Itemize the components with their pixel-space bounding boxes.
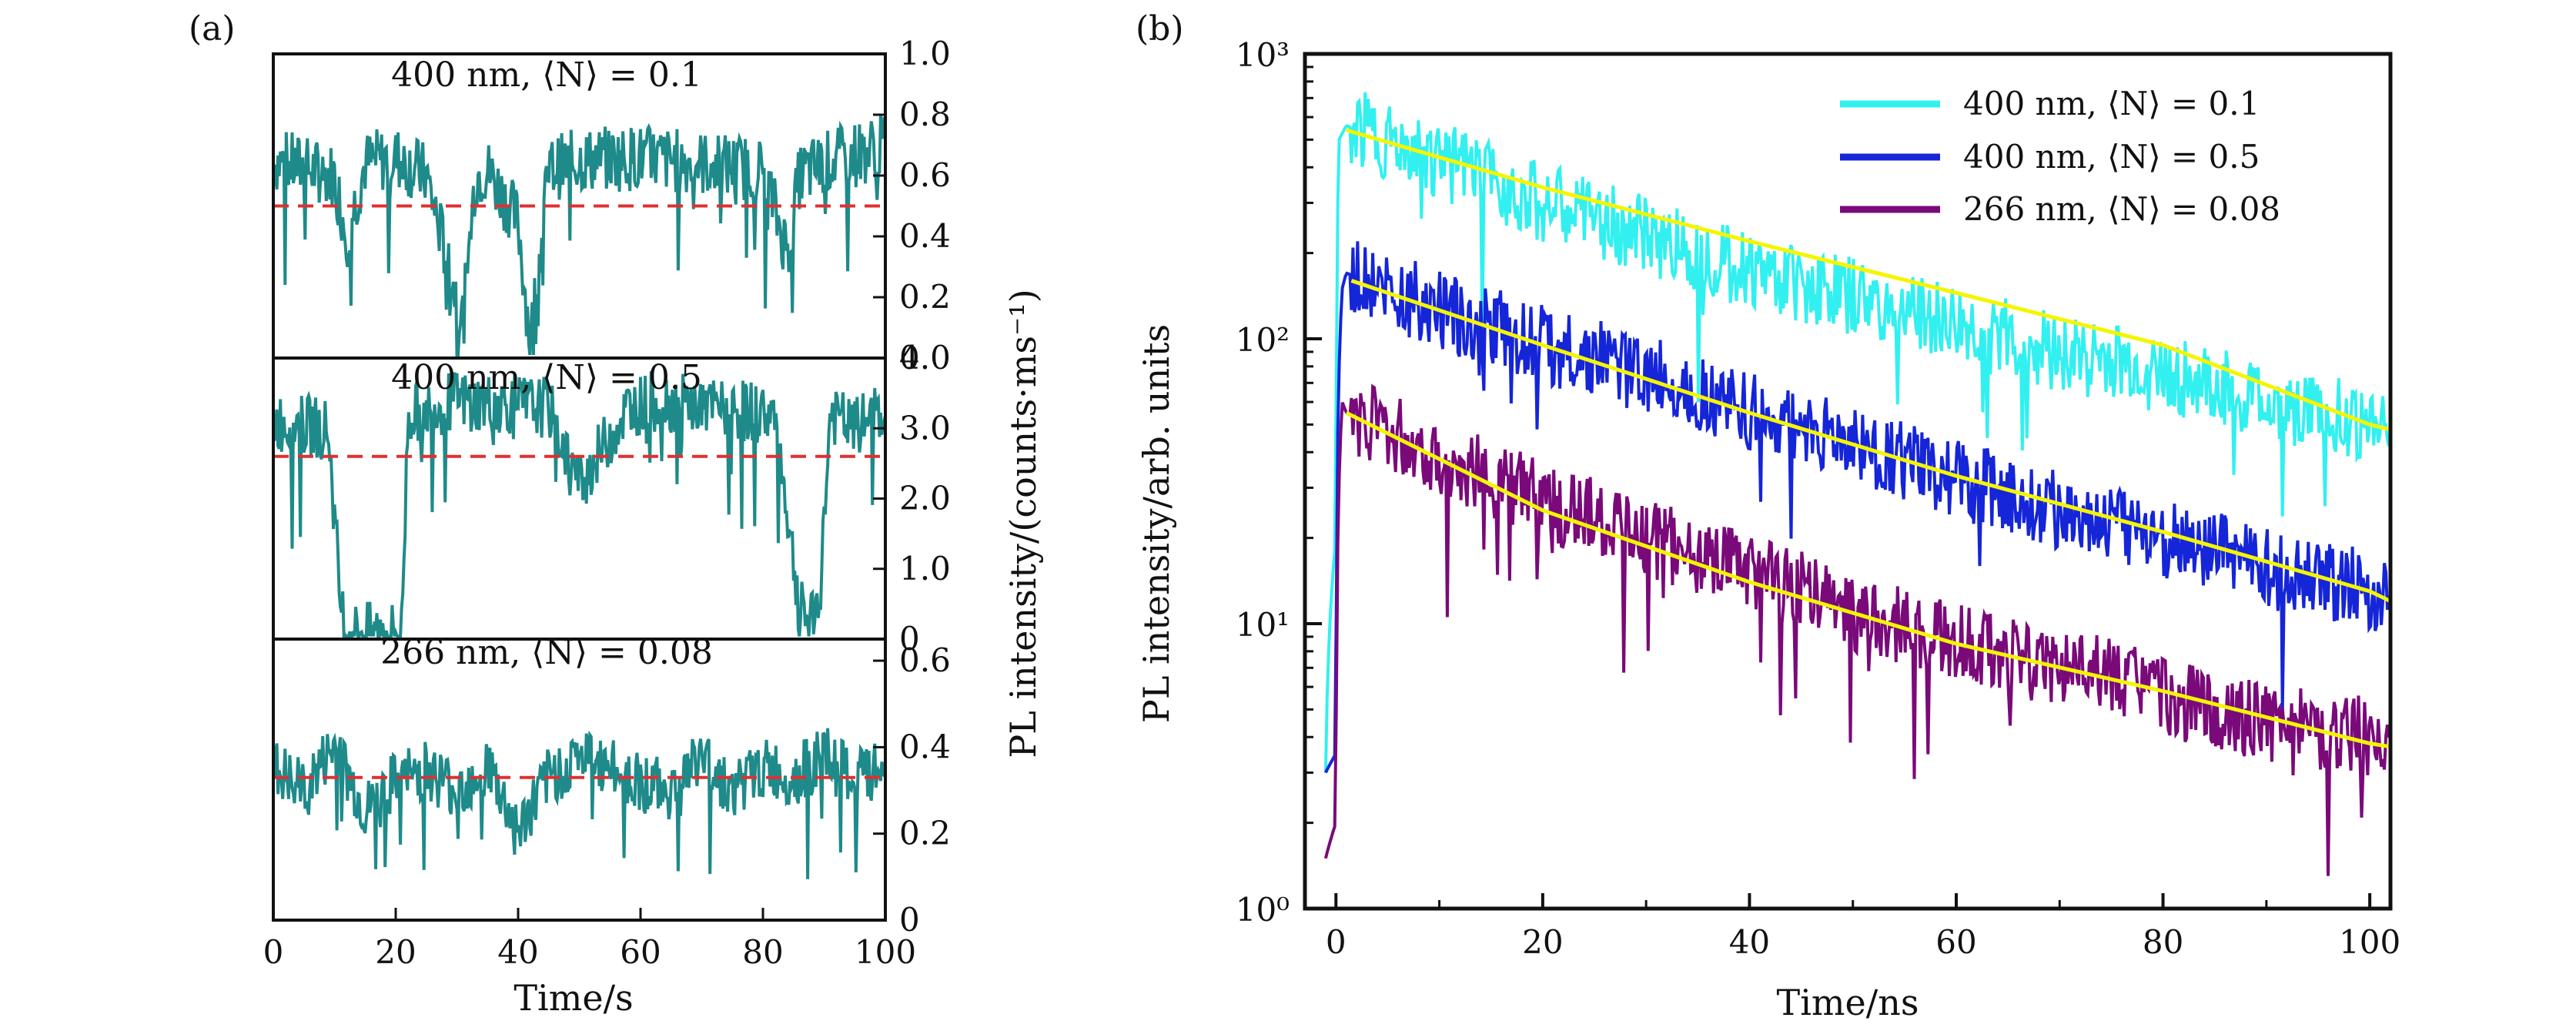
x-tick-label: 0 <box>1326 923 1347 961</box>
x-tick-label: 40 <box>1729 923 1770 961</box>
y-axis-label-b: PL intensity/arb. units <box>1136 324 1177 723</box>
decay-trace <box>1323 383 2392 876</box>
legend: 400 nm, ⟨N⟩ = 0.1 400 nm, ⟨N⟩ = 0.5 266 … <box>1840 85 2280 228</box>
legend-label: 400 nm, ⟨N⟩ = 0.5 <box>1963 138 2260 176</box>
subplot-a-2: 400 nm, ⟨N⟩ = 0.5 0 1.0 2.0 3.0 4.0 <box>272 339 951 658</box>
x-tick-label: 80 <box>742 933 783 971</box>
x-axis-label-b: Time/ns <box>1777 982 1919 1023</box>
fit-curve <box>1350 279 2392 603</box>
subplot-a-1: 400 nm, ⟨N⟩ = 0.1 0 0.2 0.4 0.6 0.8 1.0 <box>272 35 951 377</box>
subplot-a-3: 266 nm, ⟨N⟩ = 0.08 00.20.40.6 <box>272 633 951 939</box>
x-tick-label: 20 <box>1522 923 1563 961</box>
plot-frame-a <box>272 52 887 922</box>
y-tick-label: 0.2 <box>899 815 951 852</box>
x-tick-label: 100 <box>2339 923 2400 961</box>
y-tick-label: 10⁰ <box>1236 891 1290 929</box>
x-tick-label: 60 <box>1935 923 1976 961</box>
decay-trace <box>1323 92 2392 773</box>
intensity-trace <box>272 114 887 357</box>
x-tick-label: 20 <box>375 933 416 971</box>
plot-frame-b <box>1303 52 2393 911</box>
y-tick-label: 0 <box>899 901 920 939</box>
panel-a-label: (a) <box>189 9 236 49</box>
intensity-trace <box>272 728 887 879</box>
panel-b: 0 20 40 60 80 100 10⁰ 10¹ 10² 10³ 400 nm, ⟨N⟩ = 0… <box>1136 36 2400 1023</box>
y-tick-label: 0.6 <box>899 156 951 194</box>
x-tick-label: 40 <box>497 933 538 971</box>
legend-entry: 400 nm, ⟨N⟩ = 0.1 <box>1840 85 2260 122</box>
y-tick-label: 0.6 <box>899 641 951 679</box>
legend-entry: 400 nm, ⟨N⟩ = 0.5 <box>1840 138 2260 176</box>
y-tick-label: 10¹ <box>1236 606 1290 644</box>
subplot-label: 400 nm, ⟨N⟩ = 0.5 <box>391 358 702 397</box>
y-tick-label: 0.2 <box>899 278 951 316</box>
fit-curve <box>1345 410 2391 749</box>
y-tick-label: 3.0 <box>899 409 951 447</box>
y-tick-label: 0 <box>899 620 920 658</box>
y-tick-label: 2.0 <box>899 480 951 517</box>
y-tick-label: 0.8 <box>899 95 951 133</box>
y-tick-label: 4.0 <box>899 339 951 377</box>
x-tick-label: 80 <box>2143 923 2183 961</box>
x-tick-label: 100 <box>855 933 916 971</box>
y-tick-label: 10³ <box>1236 36 1290 74</box>
y-tick-label: 10² <box>1236 321 1290 359</box>
legend-entry: 266 nm, ⟨N⟩ = 0.08 <box>1840 190 2280 228</box>
x-tick-label: 0 <box>263 933 284 971</box>
fit-curve <box>1346 128 2391 432</box>
y-tick-label: 1.0 <box>899 35 951 72</box>
y-tick-label: 0.4 <box>899 728 951 765</box>
legend-label: 400 nm, ⟨N⟩ = 0.1 <box>1963 85 2260 122</box>
legend-label: 266 nm, ⟨N⟩ = 0.08 <box>1963 190 2280 228</box>
y-tick-label: 0 <box>899 339 920 377</box>
subplot-label: 400 nm, ⟨N⟩ = 0.1 <box>391 55 702 95</box>
x-tick-label: 60 <box>620 933 661 971</box>
intensity-trace <box>272 370 887 641</box>
x-axis-label-a: Time/s <box>514 977 633 1019</box>
y-axis-label-a: PL intensity/(counts·ms⁻¹) <box>1002 289 1044 758</box>
panel-a: 400 nm, ⟨N⟩ = 0.1 0 0.2 0.4 0.6 0.8 1.0 400 n… <box>263 35 1044 1019</box>
panel-b-label: (b) <box>1136 9 1184 49</box>
y-tick-label: 0.4 <box>899 217 951 255</box>
y-tick-label: 1.0 <box>899 550 951 587</box>
